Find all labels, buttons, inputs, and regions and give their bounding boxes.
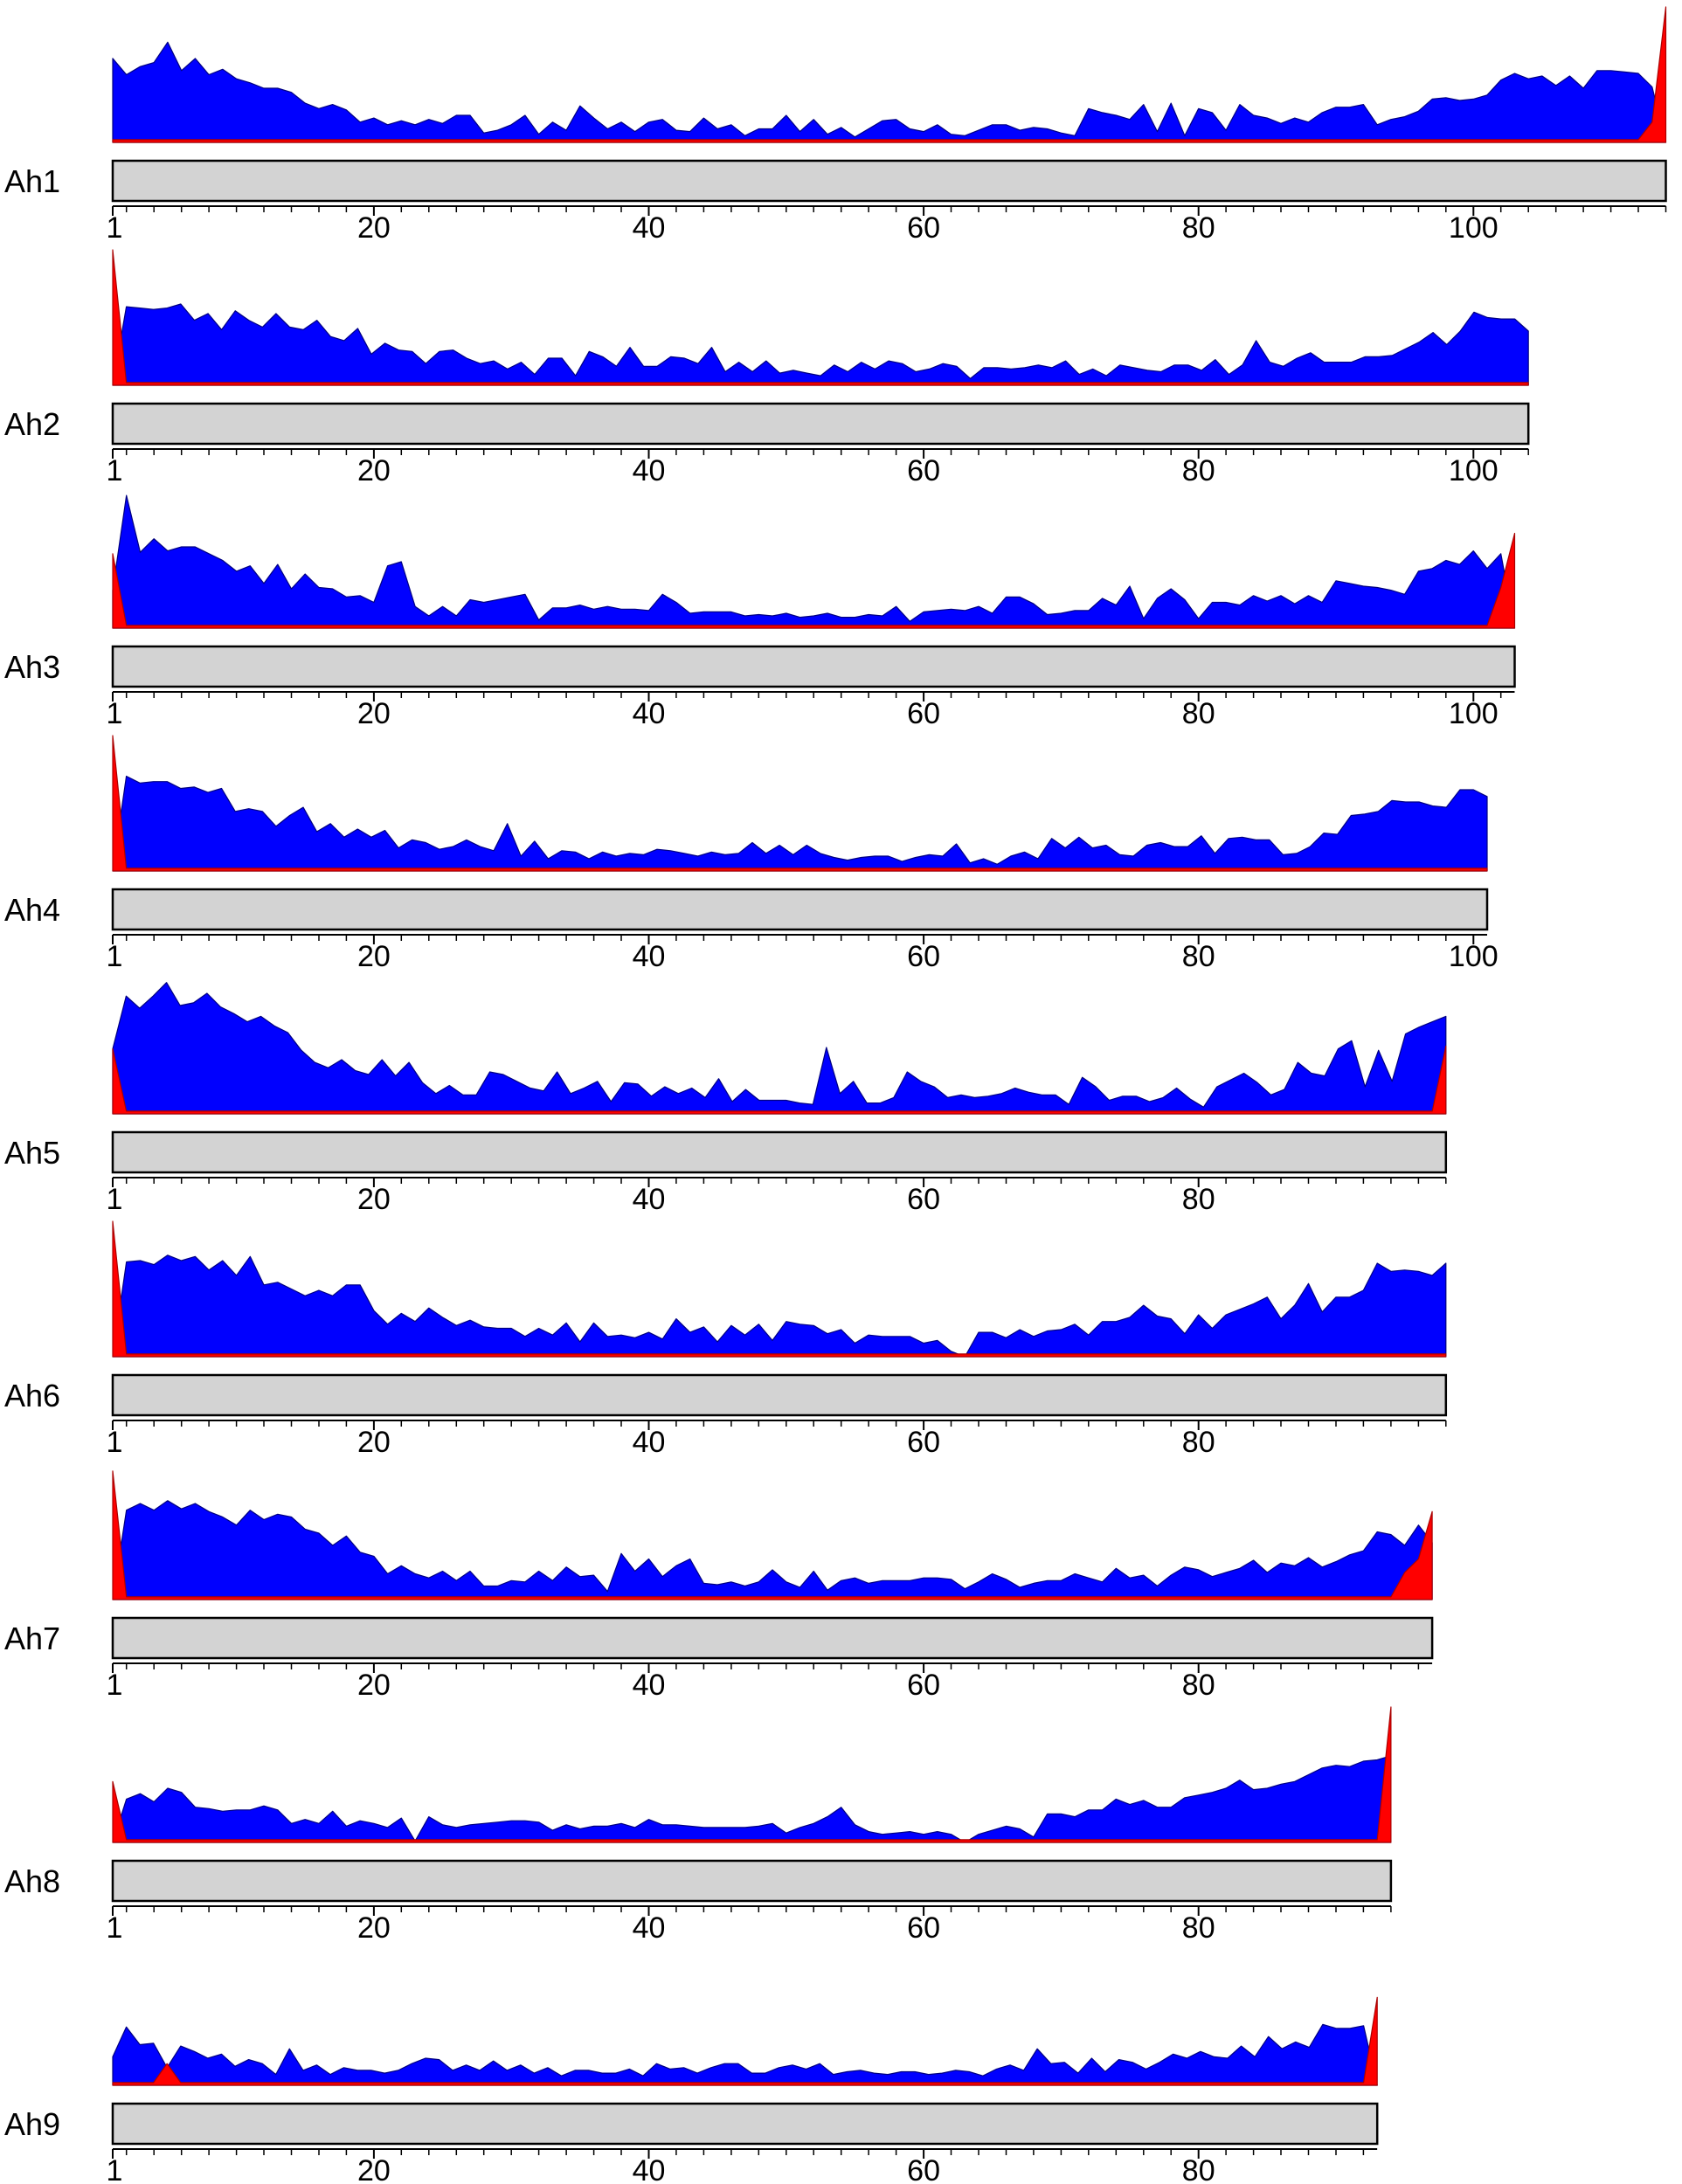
- chromosome-label: Ah8: [4, 1863, 60, 1899]
- tick-label: 1: [107, 1669, 123, 1702]
- tick-label: 20: [357, 1669, 391, 1702]
- red-density-area-ah7: [112, 1470, 1433, 1600]
- chromosome-panel-ah8: Ah8 1 20 40 60 80: [4, 1706, 1393, 1945]
- blue-density-area-ah7: [112, 1500, 1433, 1600]
- tick-label: 60: [907, 1183, 940, 1216]
- tick-label: 40: [633, 1183, 666, 1216]
- tick-label: 60: [907, 2154, 940, 2184]
- chromosome-bar-ah1: [111, 159, 1667, 203]
- chromosome-panel-ah2: Ah2 1 20 40 60 80 100: [4, 249, 1530, 487]
- tick-label: 40: [633, 940, 666, 973]
- tick-label: 80: [1182, 211, 1215, 245]
- tick-label: 1: [107, 2154, 123, 2184]
- chromosome-bar-ah7: [111, 1616, 1434, 1660]
- blue-density-area-ah8: [112, 1755, 1392, 1843]
- red-density-area-ah1: [112, 6, 1667, 143]
- chromosome-panel-ah6: Ah6 1 20 40 60 80: [4, 1220, 1448, 1459]
- red-density-area-ah2: [112, 249, 1529, 386]
- tick-label: 100: [1449, 940, 1499, 973]
- chromosome-bar-ah5: [111, 1130, 1448, 1174]
- tick-label: 1: [107, 211, 123, 245]
- tick-label: 40: [633, 1426, 666, 1459]
- chromosome-label: Ah5: [4, 1135, 60, 1171]
- tick-label: 1: [107, 1911, 123, 1945]
- tick-label: 60: [907, 1426, 940, 1459]
- tick-label: 40: [633, 1669, 666, 1702]
- chromosome-label: Ah6: [4, 1378, 60, 1413]
- red-density-area-ah4: [112, 735, 1488, 872]
- blue-density-area-ah1: [112, 41, 1667, 143]
- tick-label: 20: [357, 211, 391, 245]
- tick-label: 40: [633, 697, 666, 730]
- chromosome-bar-ah8: [111, 1859, 1393, 1903]
- tick-label: 20: [357, 454, 391, 487]
- tick-label: 40: [633, 211, 666, 245]
- tick-label: 80: [1182, 454, 1215, 487]
- tick-label: 80: [1182, 940, 1215, 973]
- chromosome-bar-ah3: [111, 645, 1516, 688]
- tick-label: 60: [907, 697, 940, 730]
- blue-density-area-ah4: [112, 775, 1488, 872]
- tick-label: 100: [1449, 454, 1499, 487]
- chromosome-label: Ah1: [4, 163, 60, 199]
- tick-label: 60: [907, 454, 940, 487]
- chromosome-label: Ah9: [4, 2106, 60, 2142]
- tick-label: 80: [1182, 1183, 1215, 1216]
- tick-label: 100: [1449, 697, 1499, 730]
- blue-density-area-ah3: [112, 494, 1516, 629]
- tick-label: 20: [357, 2154, 391, 2184]
- tick-label: 80: [1182, 1669, 1215, 1702]
- blue-density-area-ah9: [112, 2023, 1378, 2086]
- tick-label: 40: [633, 1911, 666, 1945]
- red-density-area-ah9: [112, 1996, 1378, 2086]
- tick-label: 1: [107, 1426, 123, 1459]
- tick-label: 80: [1182, 1426, 1215, 1459]
- tick-label: 60: [907, 940, 940, 973]
- tick-label: 60: [907, 1911, 940, 1945]
- tick-label: 20: [357, 1183, 391, 1216]
- red-density-area-ah5: [112, 1045, 1447, 1115]
- tick-label: 60: [907, 211, 940, 245]
- tick-label: 1: [107, 940, 123, 973]
- tick-label: 20: [357, 1426, 391, 1459]
- tick-label: 1: [107, 454, 123, 487]
- red-density-area-ah6: [112, 1220, 1447, 1358]
- chromosome-panel-ah3: Ah3 1 20 40 60 80 100: [4, 494, 1516, 730]
- tick-label: 40: [633, 454, 666, 487]
- tick-label: 20: [357, 1911, 391, 1945]
- tick-label: 80: [1182, 1911, 1215, 1945]
- tick-label: 80: [1182, 2154, 1215, 2184]
- chromosome-panel-ah9: Ah9 1 20 40 60 80: [4, 1996, 1379, 2184]
- red-density-area-ah3: [112, 532, 1516, 629]
- chromosome-label: Ah2: [4, 406, 60, 442]
- tick-label: 100: [1449, 211, 1499, 245]
- chromosome-label: Ah3: [4, 649, 60, 685]
- tick-label: 20: [357, 940, 391, 973]
- chromosome-panel-ah5: Ah5 1 20 40 60 80: [4, 982, 1448, 1216]
- tick-label: 60: [907, 1669, 940, 1702]
- blue-density-area-ah2: [112, 303, 1529, 386]
- tick-label: 1: [107, 1183, 123, 1216]
- tick-label: 1: [107, 697, 123, 730]
- blue-density-area-ah5: [112, 982, 1447, 1115]
- tick-label: 40: [633, 2154, 666, 2184]
- tick-label: 20: [357, 697, 391, 730]
- chromosome-label: Ah4: [4, 892, 60, 928]
- tick-label: 80: [1182, 697, 1215, 730]
- chromosome-bar-ah4: [111, 888, 1489, 931]
- chromosome-bar-ah6: [111, 1373, 1448, 1417]
- chromosome-panel-ah7: Ah7 1 20 40 60 80: [4, 1470, 1434, 1702]
- red-density-area-ah8: [112, 1706, 1392, 1843]
- chromosome-bar-ah2: [111, 402, 1530, 446]
- chromosome-label: Ah7: [4, 1621, 60, 1656]
- chromosome-bar-ah9: [111, 2102, 1379, 2146]
- chromosome-panel-ah4: Ah4 1 20 40 60 80 100: [4, 735, 1499, 973]
- blue-density-area-ah6: [112, 1254, 1447, 1358]
- chromosome-panel-ah1: Ah1 1 20 40 60 80 100: [4, 6, 1667, 245]
